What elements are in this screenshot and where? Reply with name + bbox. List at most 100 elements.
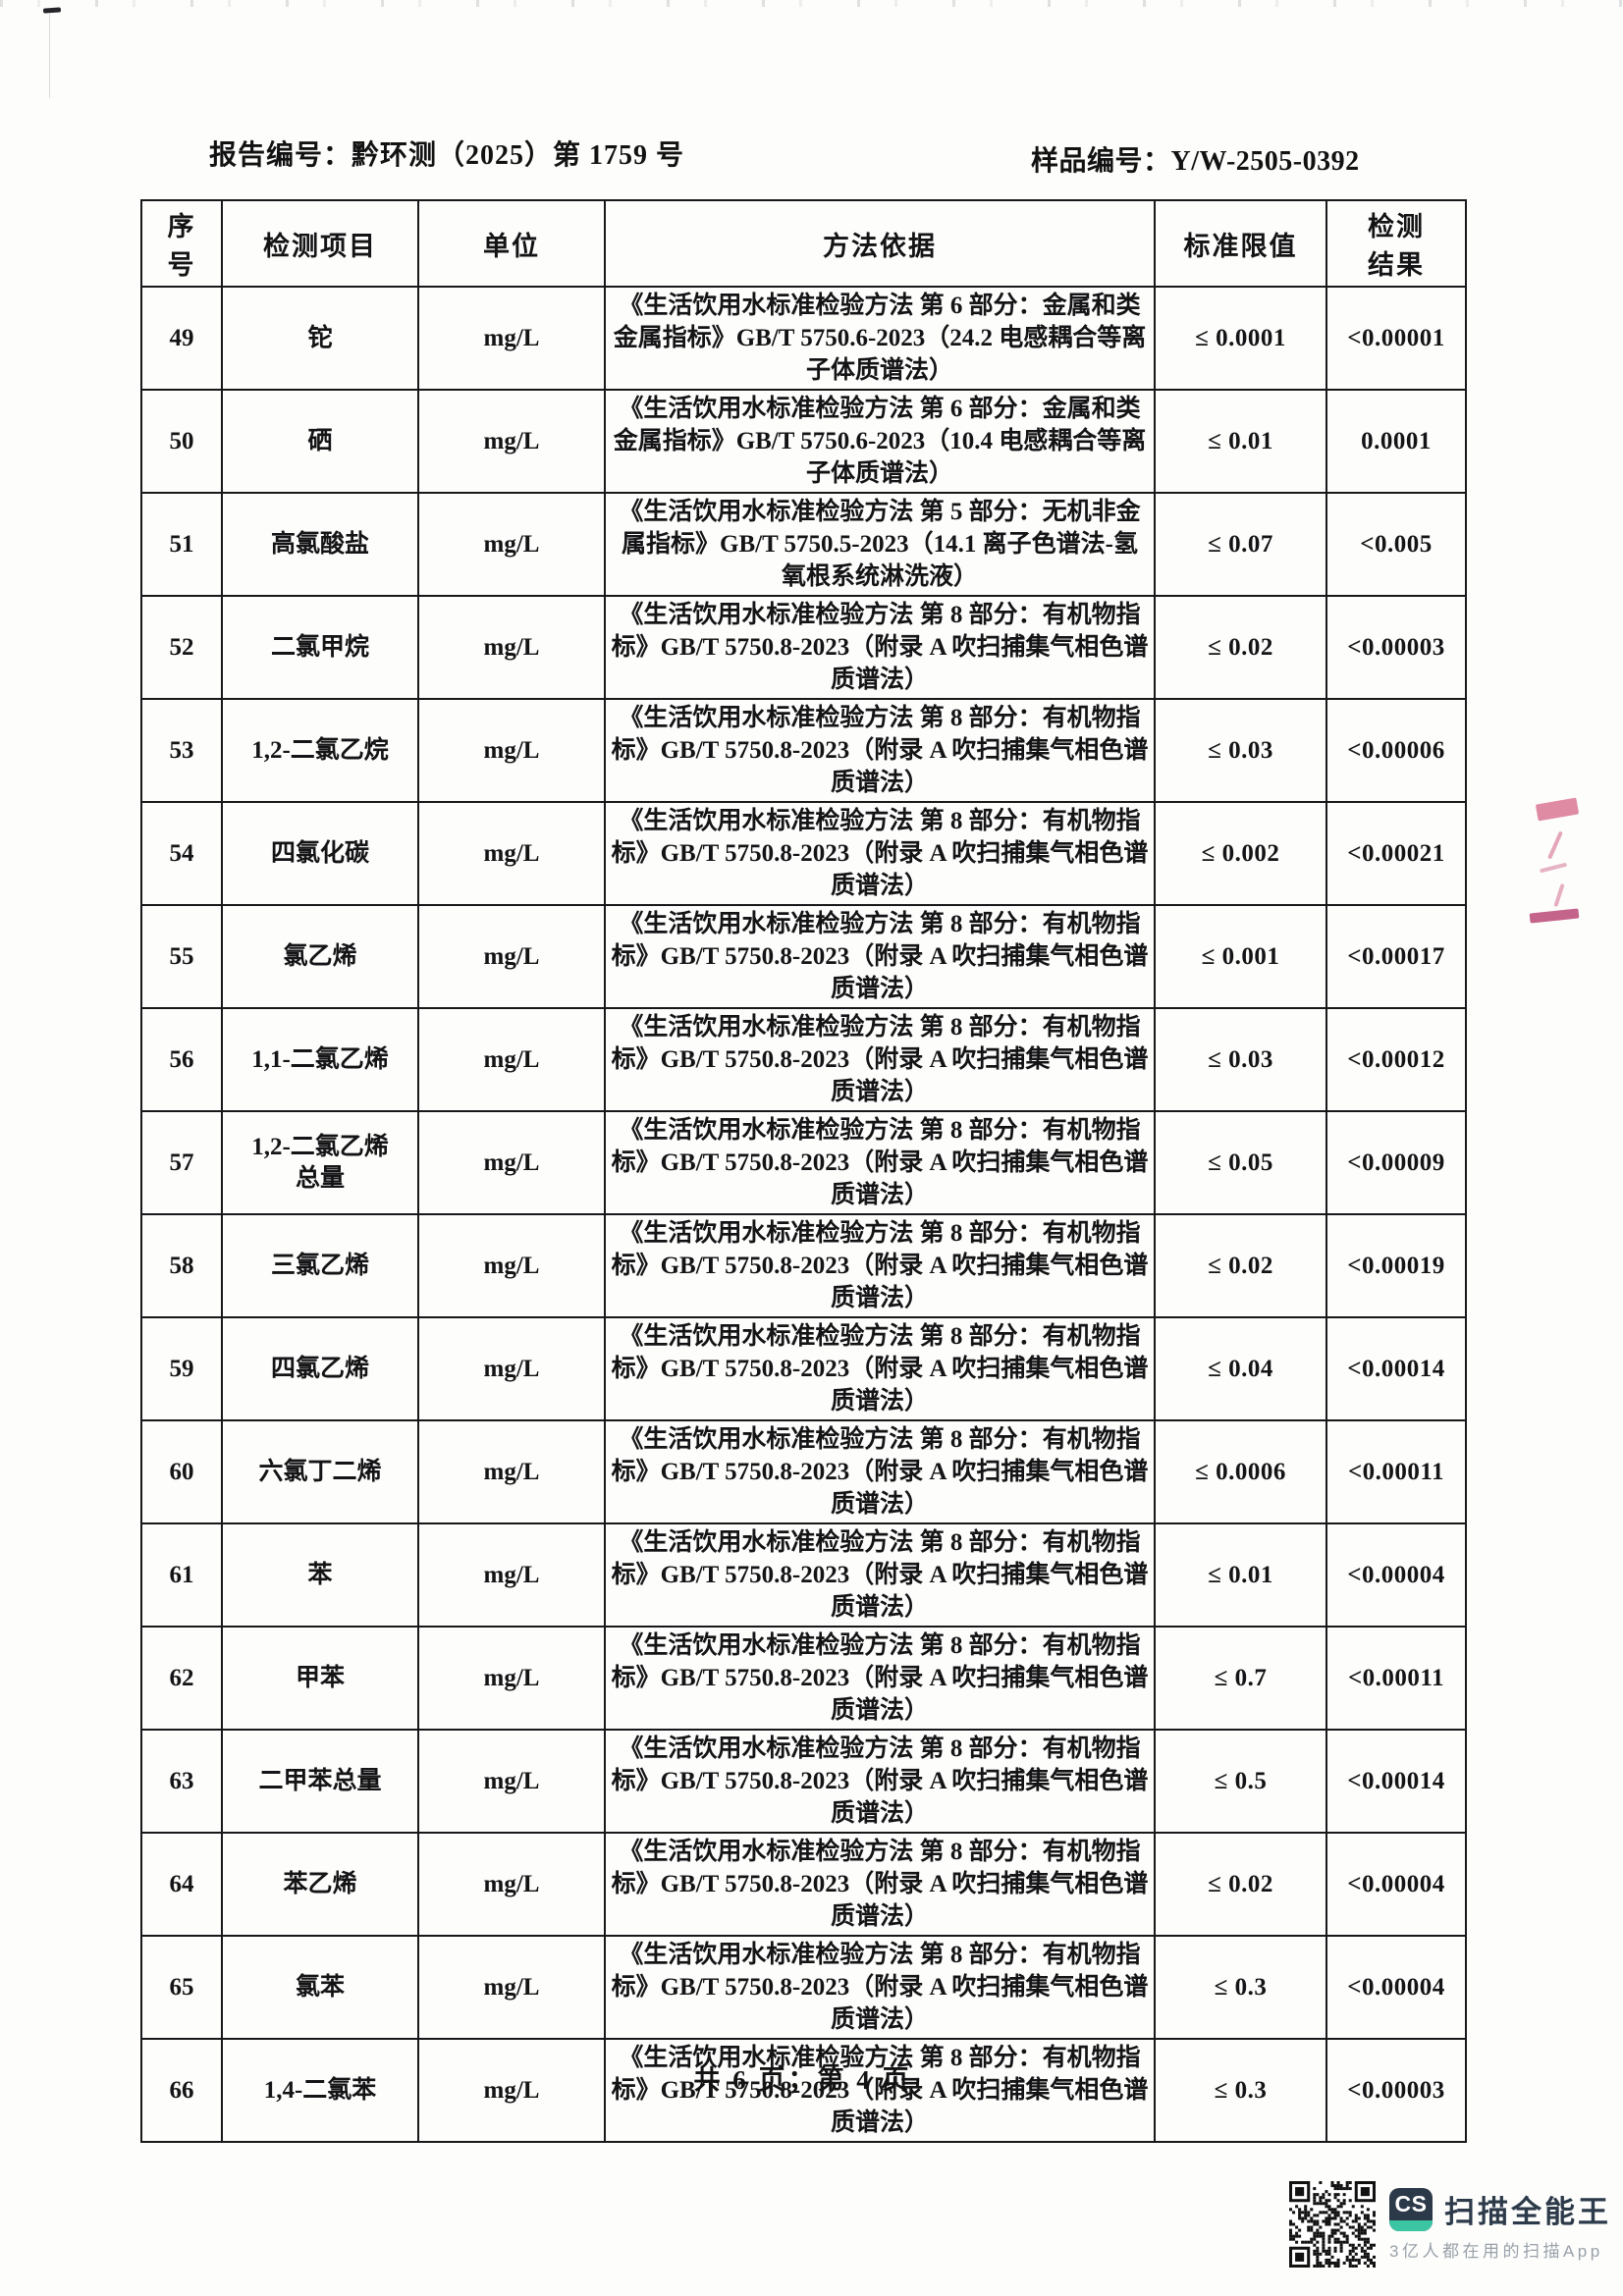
table-row: 63 二甲苯总量 mg/L 《生活饮用水标准检验方法 第 8 部分：有机物指标》… [140,1729,1467,1834]
row-method: 《生活饮用水标准检验方法 第 8 部分：有机物指标》GB/T 5750.8-20… [604,904,1156,1009]
row-result: <0.00009 [1325,1110,1467,1215]
stamp-fragment [1553,882,1565,908]
row-method: 《生活饮用水标准检验方法 第 8 部分：有机物指标》GB/T 5750.8-20… [604,801,1156,906]
row-unit: mg/L [417,595,606,700]
row-item: 甲苯 [221,1626,419,1731]
row-number: 63 [140,1729,223,1834]
row-unit: mg/L [417,1935,606,2040]
row-unit: mg/L [417,1419,606,1524]
row-method: 《生活饮用水标准检验方法 第 6 部分：金属和类金属指标》GB/T 5750.6… [604,389,1156,494]
row-item: 高氯酸盐 [221,492,419,597]
row-number: 53 [140,698,223,803]
row-limit: ≤ 0.02 [1154,595,1327,700]
row-item: 铊 [221,286,419,391]
table-row: 57 1,2-二氯乙烯 总量 mg/L 《生活饮用水标准检验方法 第 8 部分：… [140,1110,1467,1215]
table-row: 58 三氯乙烯 mg/L 《生活饮用水标准检验方法 第 8 部分：有机物指标》G… [140,1213,1467,1318]
col-header-item: 检测项目 [221,199,419,288]
row-item: 氯苯 [221,1935,419,2040]
row-number: 66 [140,2038,223,2143]
table-row: 50 硒 mg/L 《生活饮用水标准检验方法 第 6 部分：金属和类金属指标》G… [140,389,1467,494]
row-number: 55 [140,904,223,1009]
col-header-result: 检测 结果 [1325,199,1467,288]
row-unit: mg/L [417,1213,606,1318]
row-method: 《生活饮用水标准检验方法 第 8 部分：有机物指标》GB/T 5750.8-20… [604,1729,1156,1834]
table-row: 54 四氯化碳 mg/L 《生活饮用水标准检验方法 第 8 部分：有机物指标》G… [140,801,1467,906]
row-limit: ≤ 0.0006 [1154,1419,1327,1524]
row-unit: mg/L [417,1832,606,1937]
table-row: 61 苯 mg/L 《生活饮用水标准检验方法 第 8 部分：有机物指标》GB/T… [140,1522,1467,1628]
stamp-fragment [1535,797,1580,822]
row-result: <0.00004 [1325,1935,1467,2040]
row-limit: ≤ 0.001 [1154,904,1327,1009]
table-row: 64 苯乙烯 mg/L 《生活饮用水标准检验方法 第 8 部分：有机物指标》GB… [140,1832,1467,1937]
row-limit: ≤ 0.04 [1154,1316,1327,1421]
col-header-method: 方法依据 [604,199,1156,288]
row-limit: ≤ 0.03 [1154,1007,1327,1112]
row-result: <0.00021 [1325,801,1467,906]
table-row: 52 二氯甲烷 mg/L 《生活饮用水标准检验方法 第 8 部分：有机物指标》G… [140,595,1467,700]
row-unit: mg/L [417,1729,606,1834]
table-header-row: 序 号 检测项目 单位 方法依据 标准限值 检测 结果 [140,199,1467,288]
row-method: 《生活饮用水标准检验方法 第 8 部分：有机物指标》GB/T 5750.8-20… [604,1316,1156,1421]
stamp-fragment [1547,830,1563,860]
stamp-fragment [1539,862,1568,874]
row-limit: ≤ 0.05 [1154,1110,1327,1215]
row-unit: mg/L [417,904,606,1009]
report-number: 报告编号：黔环测（2025）第 1759 号 [209,140,685,171]
row-number: 62 [140,1626,223,1731]
qr-code [1289,2181,1376,2268]
row-result: <0.00019 [1325,1213,1467,1318]
camscanner-logo-teal-strip [1389,2219,1433,2231]
row-item: 1,4-二氯苯 [221,2038,419,2143]
row-result: <0.00012 [1325,1007,1467,1112]
row-number: 49 [140,286,223,391]
row-method: 《生活饮用水标准检验方法 第 8 部分：有机物指标》GB/T 5750.8-20… [604,1419,1156,1524]
row-result: <0.00003 [1325,2038,1467,2143]
table-row: 53 1,2-二氯乙烷 mg/L 《生活饮用水标准检验方法 第 8 部分：有机物… [140,698,1467,803]
row-item: 1,2-二氯乙烷 [221,698,419,803]
row-method: 《生活饮用水标准检验方法 第 5 部分：无机非金属指标》GB/T 5750.5-… [604,492,1156,597]
row-method: 《生活饮用水标准检验方法 第 8 部分：有机物指标》GB/T 5750.8-20… [604,1213,1156,1318]
row-result: <0.00011 [1325,1626,1467,1731]
row-item: 1,2-二氯乙烯 总量 [221,1110,419,1215]
row-item: 1,1-二氯乙烯 [221,1007,419,1112]
row-result: <0.00004 [1325,1522,1467,1628]
row-number: 52 [140,595,223,700]
row-number: 51 [140,492,223,597]
row-limit: ≤ 0.3 [1154,1935,1327,2040]
row-item: 四氯乙烯 [221,1316,419,1421]
row-item: 硒 [221,389,419,494]
row-unit: mg/L [417,1626,606,1731]
table-row: 62 甲苯 mg/L 《生活饮用水标准检验方法 第 8 部分：有机物指标》GB/… [140,1626,1467,1731]
row-item: 三氯乙烯 [221,1213,419,1318]
camscanner-watermark: CS 扫描全能王 3亿人都在用的扫描App [1289,2175,1613,2273]
row-limit: ≤ 0.01 [1154,389,1327,494]
sample-number: 样品编号：Y/W-2505-0392 [1031,146,1360,177]
row-limit: ≤ 0.3 [1154,2038,1327,2143]
row-unit: mg/L [417,286,606,391]
row-result: <0.00003 [1325,595,1467,700]
row-number: 56 [140,1007,223,1112]
row-unit: mg/L [417,801,606,906]
row-result: 0.0001 [1325,389,1467,494]
col-header-no: 序 号 [140,199,223,288]
row-method: 《生活饮用水标准检验方法 第 6 部分：金属和类金属指标》GB/T 5750.6… [604,286,1156,391]
row-result: <0.00004 [1325,1832,1467,1937]
camscanner-app-name: 扫描全能王 [1444,2195,1611,2229]
row-limit: ≤ 0.0001 [1154,286,1327,391]
page-indicator: 共 6 页；第 4 页 [693,2065,912,2095]
row-limit: ≤ 0.02 [1154,1213,1327,1318]
row-unit: mg/L [417,1316,606,1421]
camscanner-tagline: 3亿人都在用的扫描App [1389,2242,1603,2261]
scan-corner-mark [42,7,62,14]
row-limit: ≤ 0.03 [1154,698,1327,803]
row-limit: ≤ 0.002 [1154,801,1327,906]
col-header-limit: 标准限值 [1154,199,1327,288]
row-method: 《生活饮用水标准检验方法 第 8 部分：有机物指标》GB/T 5750.8-20… [604,2038,1156,2143]
row-method: 《生活饮用水标准检验方法 第 8 部分：有机物指标》GB/T 5750.8-20… [604,1007,1156,1112]
row-limit: ≤ 0.7 [1154,1626,1327,1731]
table-row: 66 1,4-二氯苯 mg/L 《生活饮用水标准检验方法 第 8 部分：有机物指… [140,2038,1467,2143]
row-method: 《生活饮用水标准检验方法 第 8 部分：有机物指标》GB/T 5750.8-20… [604,595,1156,700]
row-method: 《生活饮用水标准检验方法 第 8 部分：有机物指标》GB/T 5750.8-20… [604,1935,1156,2040]
